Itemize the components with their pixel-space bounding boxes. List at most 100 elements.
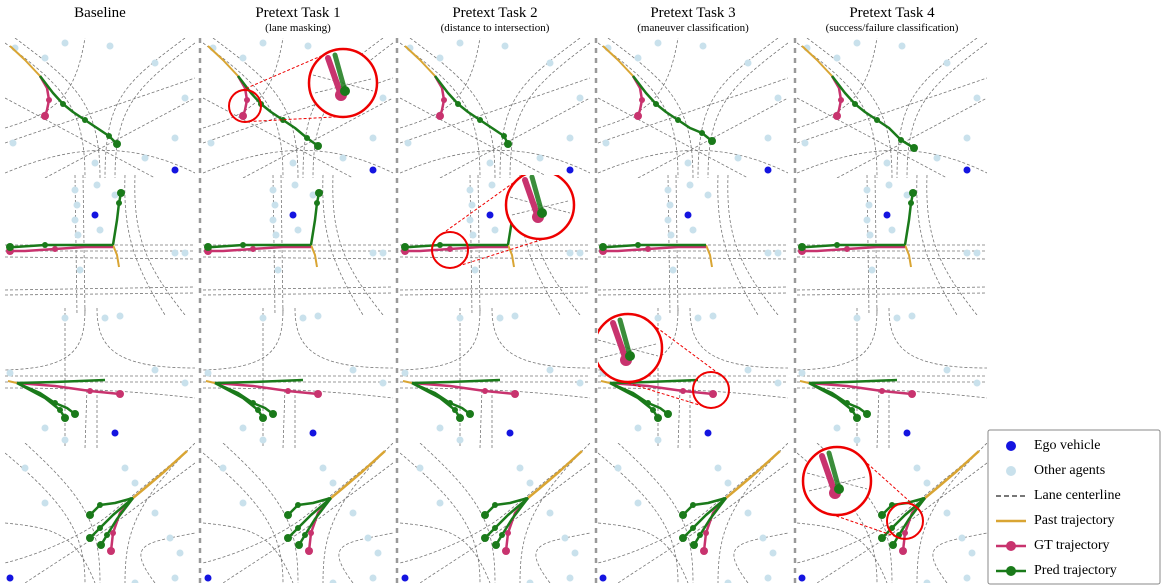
other-agent xyxy=(867,232,874,239)
gt-trajectory-point xyxy=(511,390,519,398)
other-agent xyxy=(492,227,499,234)
lane-centerline xyxy=(203,523,293,583)
other-agent xyxy=(380,250,387,257)
pred-trajectory-point xyxy=(690,541,698,549)
pred-trajectory-point xyxy=(437,242,443,248)
other-agent xyxy=(72,217,79,224)
other-agent xyxy=(107,43,114,50)
gt-trajectory-point xyxy=(441,97,447,103)
other-agent xyxy=(272,202,279,209)
other-agent xyxy=(205,370,212,377)
pred-trajectory-point xyxy=(315,189,323,197)
other-agent xyxy=(240,55,247,62)
pred-trajectory-point xyxy=(481,511,489,519)
scene-panel xyxy=(203,308,393,448)
other-agent xyxy=(370,250,377,257)
other-agent xyxy=(695,315,702,322)
lane-centerline xyxy=(598,523,688,583)
ego-vehicle xyxy=(487,212,494,219)
other-agent xyxy=(457,437,464,444)
pred-trajectory-point xyxy=(853,414,861,422)
lane-centerline xyxy=(5,293,195,295)
lane-centerline xyxy=(5,308,85,370)
pred-trajectory-point xyxy=(477,117,483,123)
ego-vehicle xyxy=(799,575,806,582)
other-agent xyxy=(765,135,772,142)
pred-trajectory-point xyxy=(908,200,914,206)
pred-trajectory-point xyxy=(204,243,212,251)
pred-trajectory-point xyxy=(599,243,607,251)
lane-centerline xyxy=(203,453,383,563)
zoom-pred-point xyxy=(834,484,844,494)
past-trajectory xyxy=(113,245,119,267)
ego-vehicle xyxy=(7,575,14,582)
gt-trajectory xyxy=(10,247,113,251)
other-agent xyxy=(380,380,387,387)
scene-panel xyxy=(203,38,393,178)
lane-centerline xyxy=(223,463,393,583)
lane-centerline xyxy=(400,308,480,370)
other-agent xyxy=(866,202,873,209)
figure: BaselinePretext Task 1(lane masking)Pret… xyxy=(0,0,1162,588)
gt-trajectory-point xyxy=(46,97,52,103)
pred-trajectory-point xyxy=(679,534,687,542)
other-agent xyxy=(944,60,951,67)
other-agent xyxy=(909,313,916,320)
legend-label: Other agents xyxy=(1034,463,1105,478)
gt-trajectory-point xyxy=(634,112,642,120)
other-agent xyxy=(547,367,554,374)
other-agent xyxy=(417,465,424,472)
past-trajectory xyxy=(800,381,809,383)
pred-trajectory-point xyxy=(113,140,121,148)
other-agent xyxy=(182,95,189,102)
other-agent xyxy=(944,510,951,517)
lane-centerline xyxy=(5,98,155,178)
past-trajectory xyxy=(133,451,187,498)
column-subtitle: (success/failure classification) xyxy=(826,22,959,34)
other-agent xyxy=(884,160,891,167)
lane-centerline xyxy=(889,308,987,368)
other-agent xyxy=(152,60,159,67)
legend-label: Past trajectory xyxy=(1034,513,1114,528)
pred-trajectory-point xyxy=(650,407,656,413)
other-agent xyxy=(765,575,772,582)
other-agent xyxy=(547,60,554,67)
other-agent xyxy=(834,55,841,62)
pred-trajectory-point xyxy=(304,135,310,141)
gt-trajectory-point xyxy=(239,112,247,120)
other-agent xyxy=(77,267,84,274)
scene-panel xyxy=(5,443,195,587)
other-agent xyxy=(167,535,174,542)
other-agent xyxy=(577,380,584,387)
pred-trajectory xyxy=(40,76,117,144)
pred-trajectory-point xyxy=(699,130,705,136)
scene-panel xyxy=(400,308,590,448)
other-agent xyxy=(959,535,966,542)
other-agent xyxy=(132,480,139,487)
other-agent xyxy=(864,217,871,224)
other-agent xyxy=(547,510,554,517)
other-agent xyxy=(182,250,189,257)
gt-trajectory-point xyxy=(482,388,488,394)
other-agent xyxy=(270,217,277,224)
other-agent xyxy=(964,135,971,142)
pred-trajectory-point xyxy=(6,243,14,251)
pred-trajectory-point xyxy=(255,407,261,413)
lane-centerline xyxy=(25,463,195,583)
gt-trajectory-point xyxy=(502,547,510,555)
lane-centerline xyxy=(480,388,482,448)
scene-panel xyxy=(797,175,987,315)
pred-trajectory-point xyxy=(849,407,855,413)
other-agent xyxy=(208,140,215,147)
legend-marker xyxy=(1006,566,1016,576)
lane-centerline xyxy=(608,38,693,178)
other-agent xyxy=(567,250,574,257)
past-trajectory xyxy=(8,381,17,383)
pred-trajectory-point xyxy=(295,502,301,508)
other-agent xyxy=(295,227,302,234)
other-agent xyxy=(22,465,29,472)
pred-trajectory-point xyxy=(61,414,69,422)
other-agent xyxy=(467,217,474,224)
past-trajectory xyxy=(925,451,979,498)
pred-trajectory xyxy=(412,380,500,383)
